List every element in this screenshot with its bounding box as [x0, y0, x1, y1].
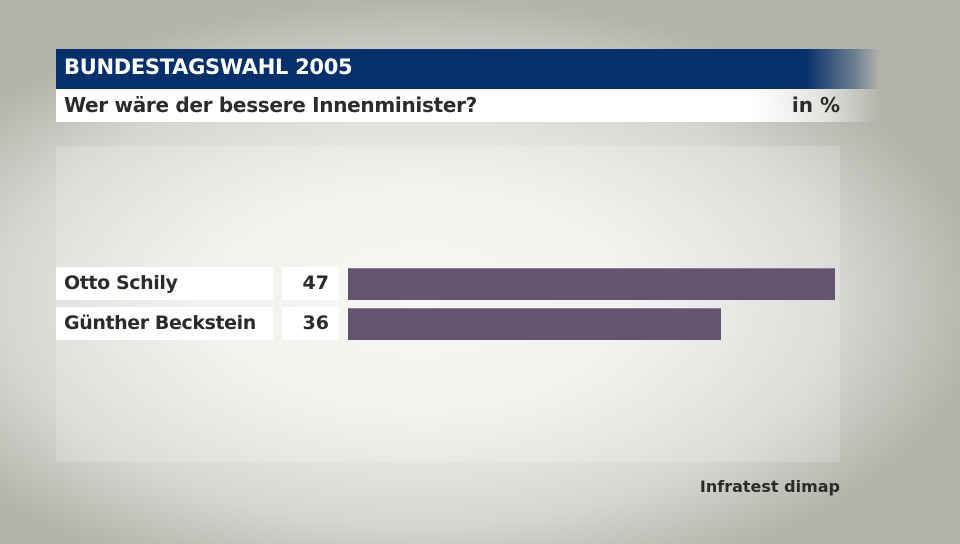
plot-area — [56, 146, 840, 462]
bar-row: Otto Schily 47 — [56, 267, 840, 300]
value-label: 36 — [282, 307, 339, 340]
unit-label: in % — [791, 93, 840, 117]
category-label: Günther Beckstein — [56, 307, 273, 340]
chart-title: BUNDESTAGSWAHL 2005 — [64, 55, 353, 79]
category-label: Otto Schily — [56, 267, 273, 300]
value-label: 47 — [282, 267, 339, 300]
source-label: Infratest dimap — [699, 477, 840, 496]
bar — [348, 308, 721, 340]
chart-subtitle: Wer wäre der bessere Innenminister? — [64, 93, 477, 117]
bar — [348, 268, 835, 300]
bar-row: Günther Beckstein 36 — [56, 307, 840, 340]
subtitle-bar: Wer wäre der bessere Innenminister? in % — [56, 89, 880, 122]
header-bar: BUNDESTAGSWAHL 2005 — [56, 49, 880, 89]
